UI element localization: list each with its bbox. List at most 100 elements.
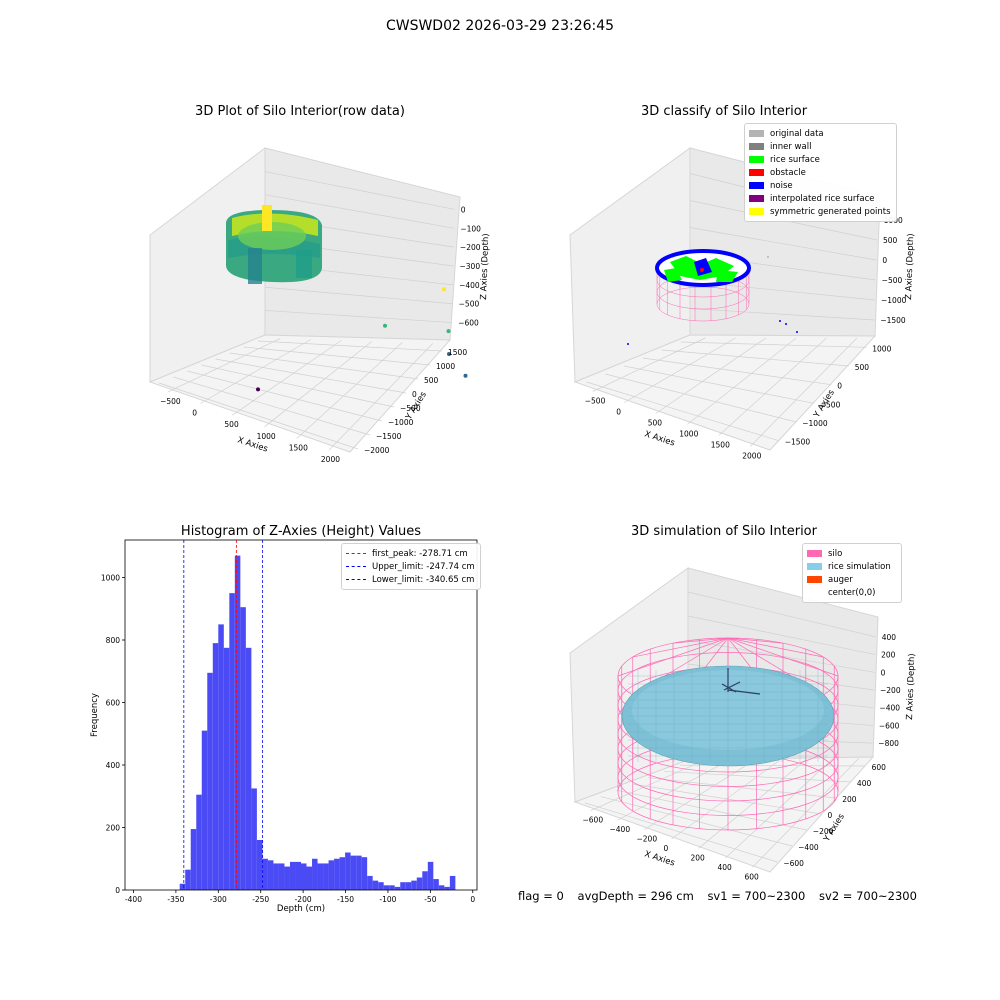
histogram-bar (449, 875, 456, 890)
histogram-bar (367, 875, 373, 890)
simulation-z-tick: −600 (879, 721, 900, 730)
outlier-point (256, 387, 260, 392)
simulation-z-tick: −200 (880, 686, 901, 695)
histogram-y-tick-label: 600 (106, 699, 121, 708)
histogram-bar (179, 883, 186, 890)
simulation-x-tick: −400 (610, 825, 631, 834)
histogram-bar (278, 863, 285, 890)
raw-y-tick: −2000 (364, 446, 390, 455)
raw-x-tick: 2000 (321, 455, 340, 464)
classify-x-tick: 1000 (679, 430, 698, 439)
histogram-bar (295, 861, 301, 891)
classify-y-tick: −1000 (802, 419, 828, 428)
histogram-bar (207, 672, 213, 890)
raw-z-tick: −200 (460, 243, 481, 252)
histogram-bar (405, 882, 412, 890)
simulation-x-tick: 0 (664, 844, 669, 853)
classify-z-tick: −1000 (881, 296, 907, 305)
figure-title: CWSWD02 2026-03-29 23:26:45 (385, 18, 615, 34)
raw-z-tick: 0 (461, 205, 466, 214)
histogram-bar (267, 860, 274, 890)
histogram-bar (372, 880, 379, 891)
histogram-bar (289, 861, 296, 891)
simulation-z-tick: −800 (878, 739, 899, 748)
raw-y-tick: −500 (400, 404, 421, 413)
classify-x-tick: 0 (616, 408, 621, 417)
rice-simulation-surface (621, 665, 835, 767)
raw-z-tick: −100 (460, 224, 481, 233)
raw-y-tick: 500 (424, 376, 439, 385)
histogram-bar (334, 858, 340, 890)
simulation-x-tick: −600 (583, 816, 604, 825)
simulation-x-label: X Axies (643, 849, 676, 868)
raw-z-tick: −300 (460, 262, 481, 271)
histogram-bar (185, 869, 191, 890)
histogram-bar (223, 647, 230, 890)
raw-z-label: Z Axies (Depth) (479, 233, 491, 300)
histogram-bar (383, 885, 390, 890)
histogram-bar (229, 593, 235, 891)
simulation-y-tick: −400 (798, 843, 819, 852)
legend-entry: rice simulation (807, 560, 897, 573)
legend-entry: interpolated rice surface (749, 192, 892, 205)
histogram-bar (328, 860, 335, 890)
histogram-y-label: Frequency (90, 693, 100, 737)
histogram-y-tick-label: 800 (106, 636, 121, 645)
legend-entry: auger (807, 573, 897, 586)
simulation-z-tick: 0 (881, 668, 886, 677)
histogram-legend: first_peak: -278.71 cm Upper_limit: -247.… (341, 543, 481, 590)
raw-y-tick: −1500 (376, 432, 402, 441)
histogram-bar (190, 829, 197, 890)
histogram-bar (201, 730, 208, 891)
histogram-bar (444, 886, 450, 891)
histogram-y-ticks: 0 200 400 600 800 1000 (101, 574, 125, 895)
legend-entry: silo (807, 547, 897, 560)
histogram-bar (433, 879, 439, 890)
legend-entry: obstacle (749, 166, 892, 179)
classify-y-tick: 500 (855, 363, 870, 372)
simulation-y-tick: −200 (813, 827, 834, 836)
legend-entry: rice surface (749, 153, 892, 166)
histogram-bar (427, 861, 434, 891)
simulation-x-tick: 200 (691, 853, 706, 862)
legend-entry: original data (749, 127, 892, 140)
raw-y-tick: 1500 (448, 348, 467, 357)
outlier-point (446, 329, 451, 334)
histogram-x-tick-label: -400 (125, 895, 142, 904)
legend-entry: Lower_limit: -340.65 cm (346, 573, 476, 586)
histogram-bar (212, 643, 219, 891)
simulation-z-tick: 400 (882, 633, 897, 642)
classify-z-tick: 0 (882, 256, 887, 265)
histogram-bar (301, 863, 307, 890)
histogram-x-label: Depth (cm) (277, 904, 325, 914)
legend-entry: Upper_limit: -247.74 cm (346, 560, 476, 573)
classify-z-tick: −500 (882, 276, 903, 285)
classified-point-cloud (627, 249, 798, 345)
histogram-bar (422, 871, 428, 890)
histogram-bar (345, 852, 351, 890)
simulation-y-tick: 200 (842, 795, 857, 804)
raw-x-tick: 0 (192, 409, 197, 418)
histogram-bar (389, 885, 395, 890)
histogram-bar (411, 880, 417, 891)
legend-entry: first_peak: -278.71 cm (346, 547, 476, 560)
histogram-bar (273, 863, 279, 890)
classify-x-tick: 2000 (742, 452, 761, 461)
histogram-y-tick-label: 400 (106, 761, 121, 770)
status-footer: flag = 0 avgDepth = 296 cm sv1 = 700~230… (518, 889, 927, 903)
sv2-text: sv2 = 700~2300 (819, 889, 917, 903)
outlier-point (447, 352, 451, 356)
histogram-x-tick-label: -50 (424, 895, 436, 904)
histogram-bar (262, 858, 268, 890)
raw-x-tick: −500 (160, 397, 181, 406)
histogram-bar (240, 607, 246, 890)
raw-x-tick: 1500 (289, 444, 308, 453)
histogram-bar (339, 857, 346, 890)
sv1-text: sv1 = 700~2300 (707, 889, 806, 903)
histogram-x-tick-label: -250 (252, 895, 269, 904)
legend-entry: center(0,0) (807, 586, 897, 599)
classify-x-tick: 1500 (711, 441, 730, 450)
histogram-bar (312, 858, 318, 890)
histogram-x-tick-label: -150 (337, 895, 354, 904)
